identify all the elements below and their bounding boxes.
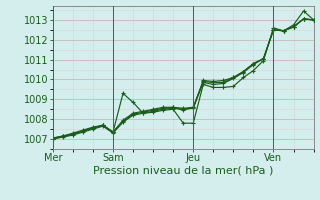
X-axis label: Pression niveau de la mer( hPa ): Pression niveau de la mer( hPa ) xyxy=(93,166,273,176)
